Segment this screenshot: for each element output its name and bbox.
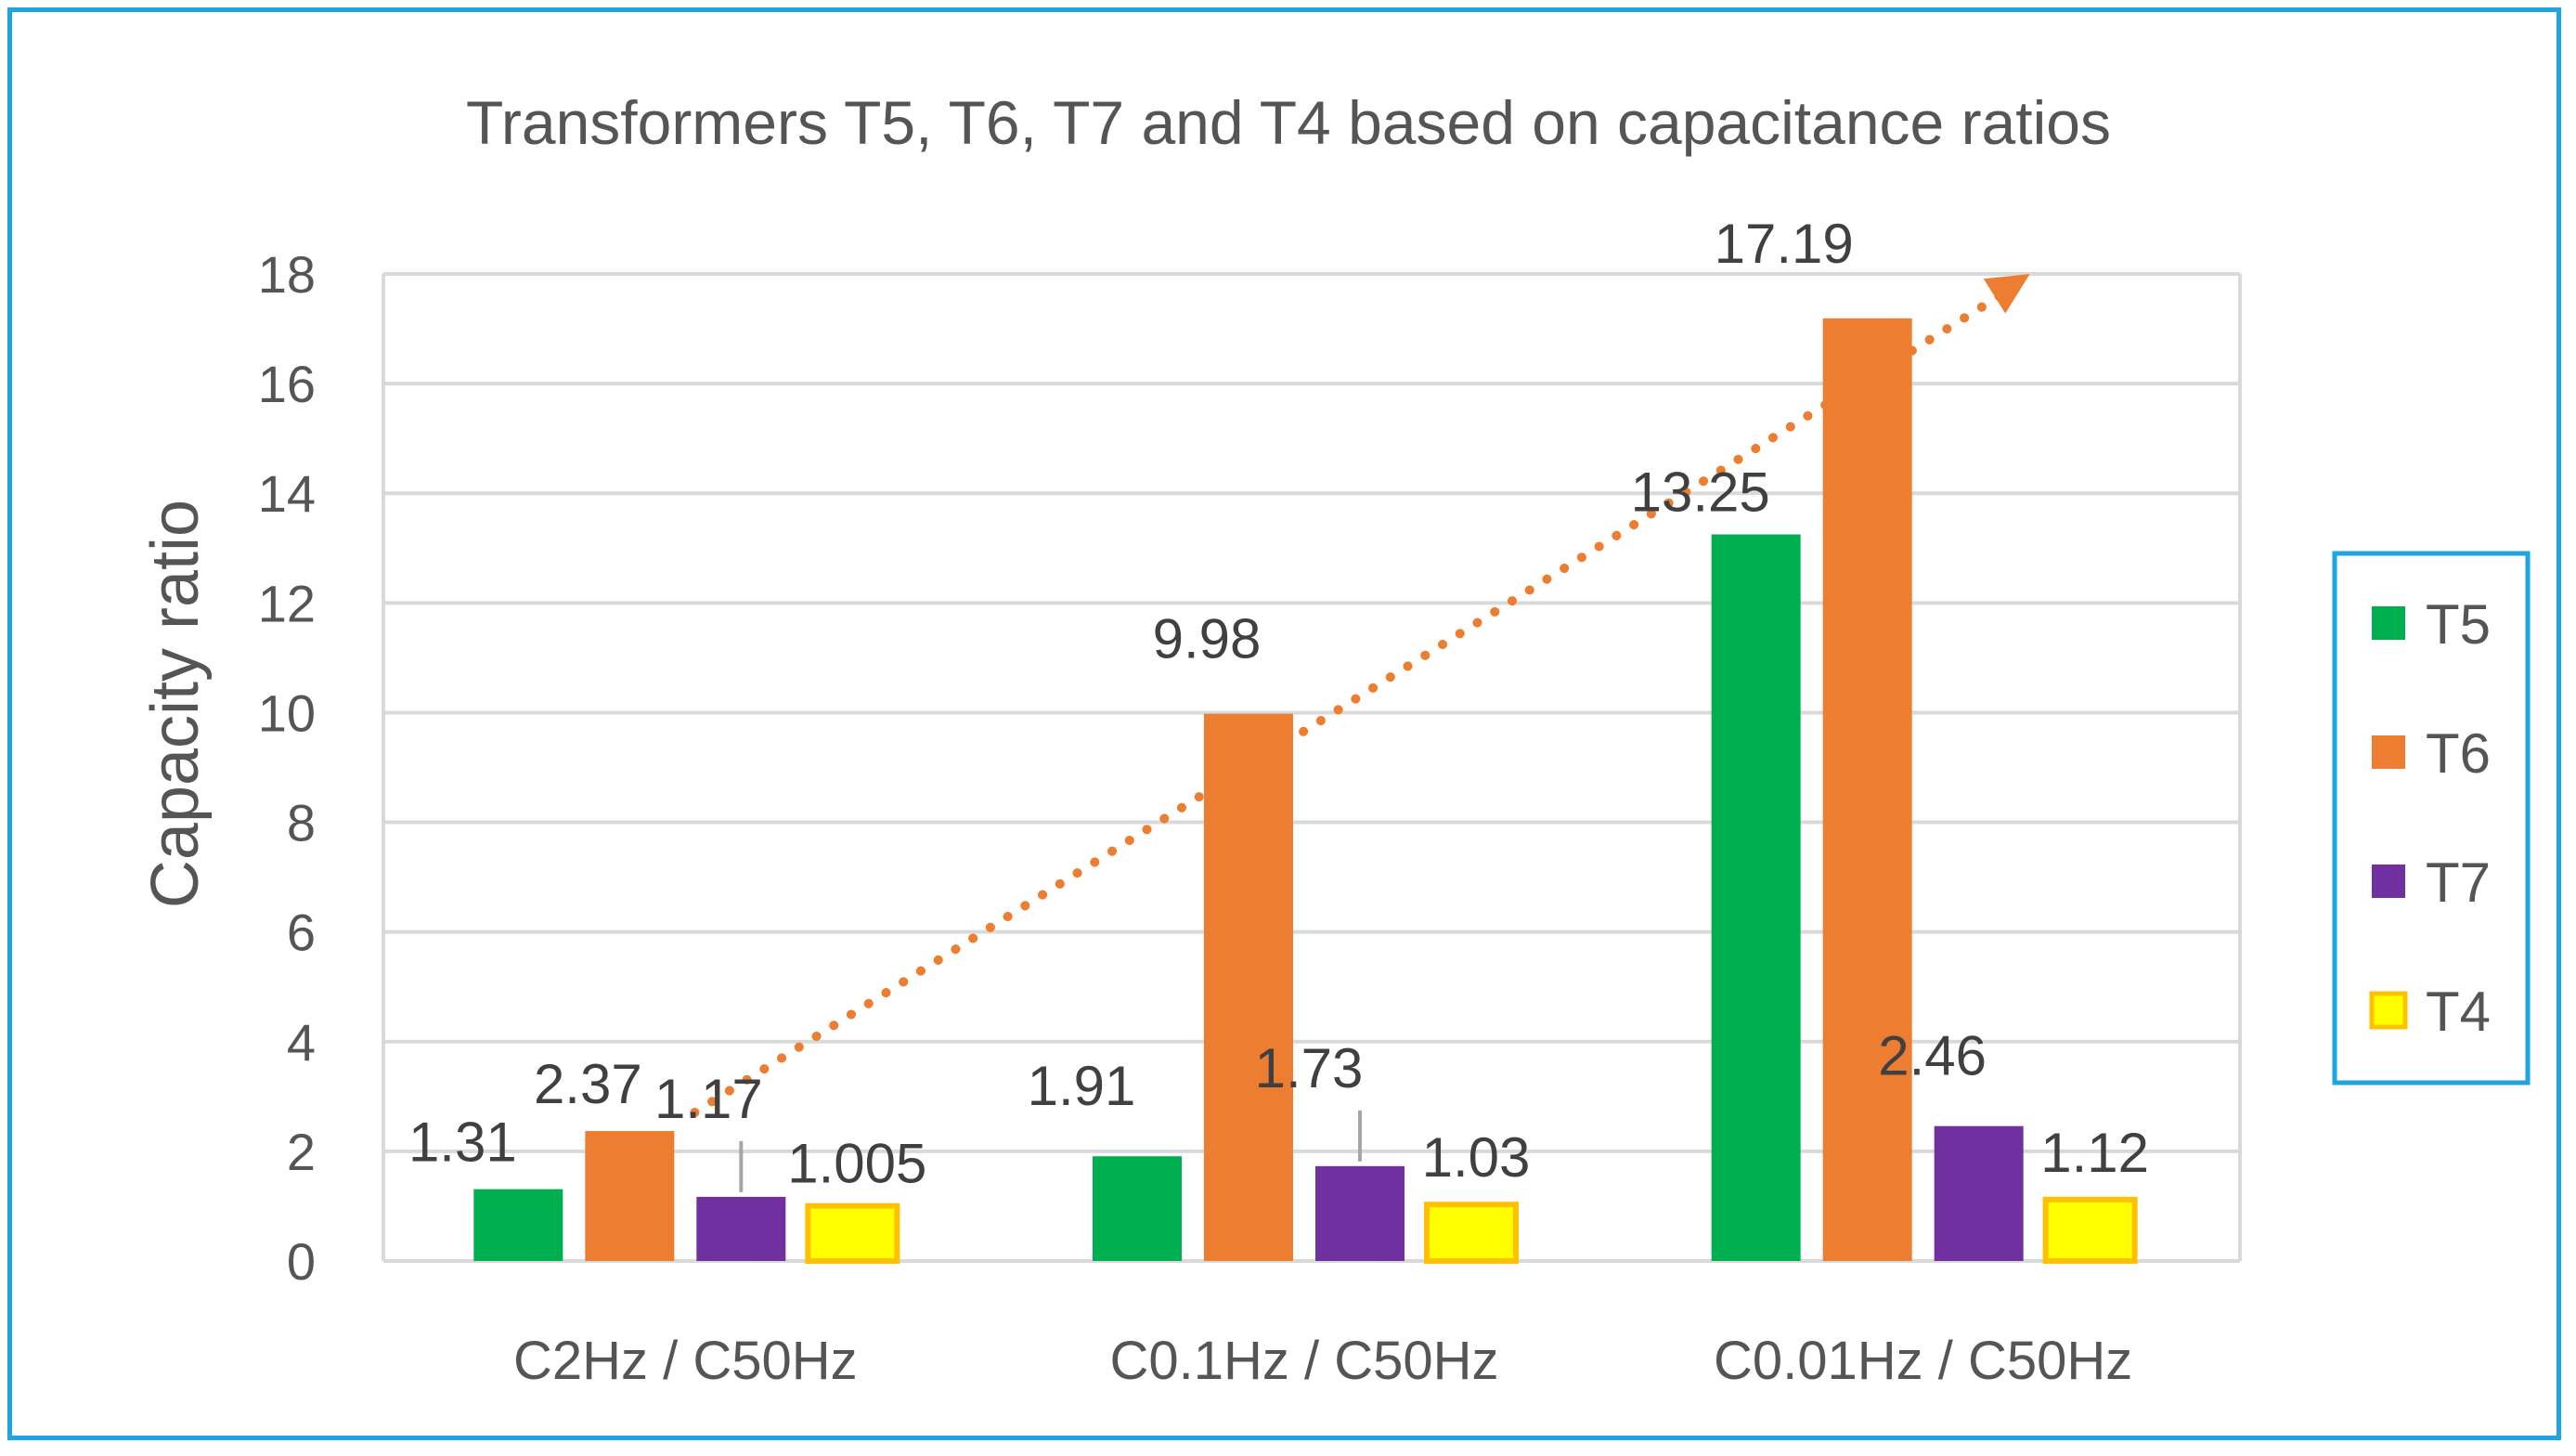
data-label: 1.005 bbox=[787, 1133, 926, 1195]
data-label: 9.98 bbox=[1153, 608, 1262, 670]
y-tick-label: 16 bbox=[258, 355, 316, 413]
x-category-label: C0.01Hz / C50Hz bbox=[1714, 1331, 2132, 1391]
x-axis-categories: C2Hz / C50Hz C0.1Hz / C50Hz C0.01Hz / C50H… bbox=[513, 1331, 2132, 1391]
data-label: 1.17 bbox=[654, 1068, 763, 1130]
y-tick-label: 0 bbox=[287, 1232, 316, 1291]
y-tick-label: 8 bbox=[287, 794, 316, 852]
bar-t6 bbox=[1204, 713, 1293, 1261]
chart-frame: Transformers T5, T6, T7 and T4 based on … bbox=[7, 7, 2561, 1440]
y-tick-label: 14 bbox=[258, 464, 316, 523]
bars bbox=[473, 318, 2138, 1265]
y-tick-label: 4 bbox=[287, 1013, 316, 1072]
y-tick-label: 10 bbox=[258, 683, 316, 742]
trendline bbox=[690, 274, 2030, 1118]
data-label: 1.73 bbox=[1255, 1037, 1364, 1099]
data-label: 1.31 bbox=[408, 1112, 517, 1174]
legend-swatch-t5 bbox=[2372, 606, 2405, 640]
bar-t5 bbox=[1711, 534, 1801, 1261]
legend-swatch-t7 bbox=[2372, 864, 2405, 898]
trendline-arrowhead bbox=[1983, 274, 2030, 314]
legend-swatch-t4 bbox=[2369, 991, 2408, 1030]
data-label: 2.37 bbox=[534, 1053, 642, 1115]
legend-swatch-t6 bbox=[2372, 735, 2405, 769]
data-label: 2.46 bbox=[1878, 1025, 1987, 1087]
y-tick-label: 18 bbox=[258, 245, 316, 304]
bar-t4 bbox=[805, 1202, 900, 1265]
data-label: 13.25 bbox=[1631, 462, 1770, 524]
bar-t5 bbox=[1093, 1156, 1182, 1261]
trendline-dots bbox=[690, 290, 2007, 1118]
bar-t4 bbox=[2042, 1196, 2138, 1265]
y-axis-label: Capacity ratio bbox=[138, 500, 213, 908]
data-label: 1.12 bbox=[2040, 1122, 2149, 1184]
data-label: 17.19 bbox=[1715, 213, 1854, 275]
bar-t7 bbox=[696, 1196, 786, 1261]
bar-t7 bbox=[1315, 1165, 1405, 1261]
data-labels: 1.31 2.37 1.17 1.005 1.91 9.98 1.73 1.03 13.25 17… bbox=[408, 213, 2149, 1195]
bar-t4 bbox=[1424, 1202, 1519, 1264]
legend-box bbox=[2332, 551, 2531, 1086]
bar-t6 bbox=[1822, 318, 1912, 1262]
chart-title: Transformers T5, T6, T7 and T4 based on … bbox=[466, 88, 2111, 157]
legend-label-t7: T7 bbox=[2426, 852, 2491, 914]
y-tick-label: 12 bbox=[258, 574, 316, 632]
data-label: 1.91 bbox=[1028, 1055, 1136, 1117]
leader-lines bbox=[739, 1110, 1362, 1192]
legend: T5 T6 T7 T4 bbox=[2332, 551, 2531, 1086]
bar-chart: Transformers T5, T6, T7 and T4 based on … bbox=[138, 88, 2531, 1391]
x-category-label: C0.1Hz / C50Hz bbox=[1109, 1331, 1498, 1391]
bar-t5 bbox=[473, 1189, 563, 1261]
y-axis-ticks: 0 2 4 6 8 10 12 14 16 18 bbox=[258, 245, 316, 1291]
legend-label-t4: T4 bbox=[2426, 981, 2491, 1043]
data-label: 1.03 bbox=[1422, 1126, 1531, 1189]
x-category-label: C2Hz / C50Hz bbox=[513, 1331, 858, 1391]
y-tick-label: 6 bbox=[287, 904, 316, 962]
y-tick-label: 2 bbox=[287, 1123, 316, 1181]
legend-label-t5: T5 bbox=[2426, 593, 2491, 656]
legend-label-t6: T6 bbox=[2426, 722, 2491, 785]
bar-t7 bbox=[1934, 1125, 2024, 1261]
bar-t6 bbox=[585, 1131, 675, 1261]
gridlines bbox=[382, 272, 2242, 1263]
